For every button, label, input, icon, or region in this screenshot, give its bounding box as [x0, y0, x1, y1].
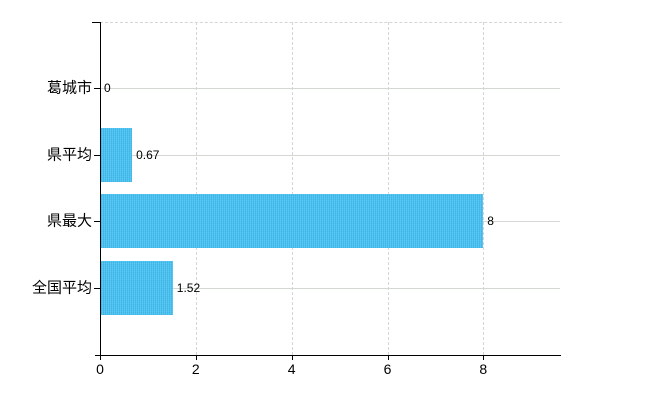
vertical-gridline	[195, 22, 197, 355]
category-label: 県最大	[46, 212, 92, 230]
bar-value-label: 1.52	[176, 281, 201, 295]
y-axis-tick	[94, 288, 100, 289]
vertical-gridline	[291, 22, 293, 355]
vertical-gridline	[387, 22, 389, 355]
bar	[100, 194, 484, 248]
horizontal-gridline	[100, 88, 560, 89]
y-axis-tick	[94, 221, 100, 222]
y-axis-tick	[94, 88, 100, 89]
category-label: 県平均	[46, 146, 92, 164]
x-axis-tick-label: 2	[191, 361, 200, 377]
x-axis-tick	[483, 355, 485, 360]
bar	[100, 128, 133, 182]
y-axis-top-tick	[92, 22, 100, 23]
x-axis-tick-label: 8	[479, 361, 488, 377]
x-axis-tick	[100, 355, 101, 360]
x-axis-tick	[195, 355, 197, 360]
horizontal-gridline	[100, 155, 560, 156]
y-axis-tick	[94, 155, 100, 156]
category-label: 葛城市	[46, 79, 92, 97]
x-axis-tick	[387, 355, 389, 360]
x-axis-tick	[291, 355, 293, 360]
category-label: 全国平均	[31, 279, 92, 297]
bar-value-label: 8	[487, 214, 494, 228]
bar	[100, 261, 173, 315]
x-axis-tick-label: 4	[287, 361, 296, 377]
x-axis-tick-label: 6	[383, 361, 392, 377]
plot-area-top-border	[100, 22, 562, 23]
horizontal-gridline	[100, 288, 560, 289]
vertical-gridline	[483, 22, 485, 355]
bar-value-label: 0.67	[136, 148, 160, 162]
y-axis-line	[100, 22, 101, 356]
bar-value-label: 0	[104, 81, 111, 95]
x-axis-line	[95, 355, 561, 356]
x-axis-tick-label: 0	[96, 361, 104, 377]
